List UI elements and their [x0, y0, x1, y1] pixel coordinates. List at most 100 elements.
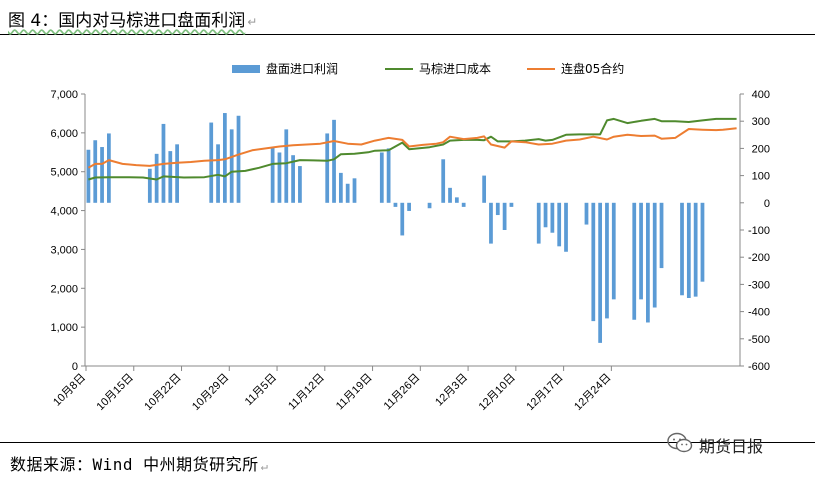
left-tick-label: 0 [72, 361, 78, 373]
profit-bar [646, 202, 650, 323]
right-tick-label: -300 [748, 279, 770, 291]
left-tick-label: 1,000 [50, 322, 78, 334]
x-tick-label: 11月5日 [243, 372, 279, 408]
right-tick-label: -200 [748, 252, 770, 264]
profit-bar [502, 202, 507, 230]
left-tick-label: 7,000 [50, 89, 78, 101]
right-tick-label: -500 [748, 334, 770, 346]
profit-bar [338, 172, 343, 203]
profit-bar [454, 197, 459, 203]
paragraph-mark-footer: ↵ [260, 459, 269, 473]
profit-bar [659, 202, 664, 269]
profit-bar [379, 152, 384, 203]
profit-bar [536, 202, 541, 244]
x-tick-label: 12月10日 [477, 372, 518, 413]
left-tick-label: 6,000 [50, 128, 78, 140]
profit-bar [652, 202, 657, 308]
profit-bar [175, 144, 179, 203]
source-text: 数据来源：Wind 中州期货研究所 [10, 455, 259, 474]
profit-bar [632, 202, 637, 320]
profit-bar [611, 202, 616, 300]
left-tick-label: 5,000 [50, 167, 78, 179]
right-tick-label: -100 [748, 225, 770, 237]
profit-bar [564, 202, 568, 252]
x-tick-label: 10月29日 [190, 372, 231, 413]
profit-bar [229, 129, 234, 203]
profit-bar [680, 202, 684, 296]
x-tick-label: 10月15日 [95, 372, 136, 413]
futures-line [87, 127, 737, 169]
profit-bar [393, 202, 398, 207]
profit-bar [236, 115, 241, 203]
legend-label: 马棕进口成本 [419, 61, 491, 76]
profit-bar [605, 202, 609, 319]
profit-bar [700, 202, 705, 282]
profit-bar [222, 113, 227, 203]
left-tick-label: 4,000 [50, 206, 78, 218]
cost-line [88, 117, 737, 181]
profit-bar [543, 202, 548, 228]
profit-bar [461, 202, 466, 207]
right-tick-label: -600 [748, 361, 770, 373]
profit-bar [686, 202, 691, 298]
profit-bar [100, 147, 104, 203]
profit-bar [270, 147, 275, 203]
profit-bar [400, 202, 405, 236]
source-note: 数据来源：Wind 中州期货研究所 ↵ [10, 451, 268, 475]
chart: 7,000 6,000 5,000 4,000 3,000 2,000 1,000 0 400 3… [50, 61, 770, 413]
profit-bar [298, 166, 302, 203]
profit-bar [386, 148, 391, 203]
profit-bar [291, 155, 295, 203]
page-title-text: 图 4：国内对马棕进口盘面利润 [8, 11, 246, 31]
profit-bar [693, 202, 698, 297]
profit-bar [489, 202, 493, 244]
x-tick-label: 10月22日 [142, 372, 183, 413]
right-tick-label: 100 [752, 171, 770, 183]
x-tick-label: 10月8日 [51, 372, 88, 409]
profit-bar [147, 168, 152, 203]
profit-bar [550, 202, 555, 233]
right-tick-label: 0 [764, 198, 770, 210]
legend-label: 连盘05合约 [561, 61, 624, 76]
profit-bar [557, 202, 562, 247]
profit-bar [284, 129, 289, 203]
profit-bar [154, 153, 159, 203]
brand-name: 期货日报 [699, 437, 764, 456]
profit-bar [495, 202, 500, 216]
right-tick-label: 300 [752, 116, 770, 128]
profit-bar [639, 202, 643, 300]
x-tick-label: 12月24日 [572, 372, 613, 413]
x-tick-label: 11月26日 [382, 372, 423, 413]
paragraph-mark: ↵ [247, 15, 258, 29]
profit-bar [93, 140, 98, 203]
profit-bar [352, 178, 357, 203]
x-tick-label: 11月12日 [286, 372, 327, 413]
profit-bar [107, 133, 111, 203]
wechat-icon [667, 432, 693, 458]
profit-bar [86, 149, 91, 203]
page-title: 图 4：国内对马棕进口盘面利润 ↵ [8, 6, 257, 31]
x-tick-label: 12月3日 [433, 372, 470, 409]
profit-bar [325, 133, 330, 203]
profit-bar [407, 202, 411, 211]
right-tick-label: -400 [748, 307, 770, 319]
profit-bar [441, 159, 446, 203]
right-tick-label: 400 [752, 89, 770, 101]
title-bar: 图 4：国内对马棕进口盘面利润 ↵ [0, 0, 815, 35]
profit-bar [598, 202, 603, 343]
profit-bar [209, 122, 214, 203]
profit-bar [591, 202, 596, 322]
profit-bar [509, 202, 514, 207]
profit-bar [277, 152, 282, 203]
right-tick-label: 200 [752, 143, 770, 155]
profit-bar [482, 175, 487, 203]
x-tick-label: 11月19日 [334, 372, 375, 413]
profit-bar [584, 202, 589, 225]
legend-swatch-bar [232, 65, 260, 73]
footer-divider [0, 442, 815, 443]
x-tick-label: 12月17日 [524, 372, 565, 413]
brand-watermark: 期货日报 [667, 432, 763, 458]
profit-bar [448, 187, 452, 203]
legend-label: 盘面进口利润 [266, 61, 338, 76]
profit-bar [345, 183, 350, 203]
